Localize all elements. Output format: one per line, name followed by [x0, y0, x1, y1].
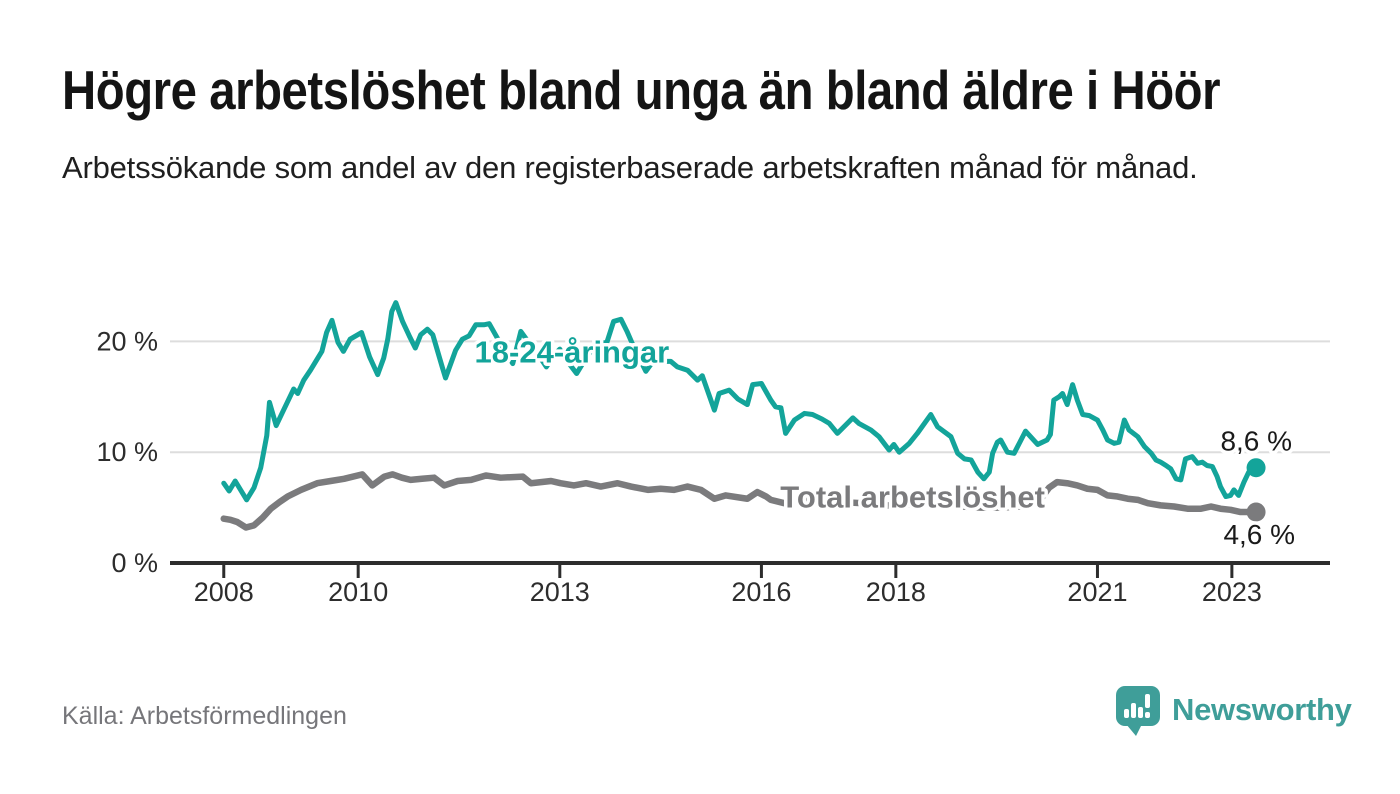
x-tick-label: 2023 — [1202, 577, 1262, 607]
series-label: 18-24-åringar — [475, 334, 670, 369]
source-note: Källa: Arbetsförmedlingen — [62, 702, 347, 730]
x-tick-label: 2010 — [328, 577, 388, 607]
end-value-label: 4,6 % — [1223, 519, 1295, 550]
x-tick-label: 2013 — [530, 577, 590, 607]
newsworthy-wordmark: Newsworthy — [1172, 692, 1352, 727]
series-line-total — [220, 471, 1260, 531]
series-label: Total arbetslöshet — [780, 480, 1045, 515]
page-subtitle: Arbetssökande som andel av den registerb… — [62, 150, 1198, 185]
series-end-dot-youth — [1246, 458, 1266, 478]
series-end-dot-total — [1246, 502, 1266, 522]
newsworthy-logo: Newsworthy — [1114, 684, 1352, 736]
y-tick-label: 20 % — [96, 326, 158, 356]
y-tick-label: 10 % — [96, 437, 158, 467]
x-tick-label: 2018 — [866, 577, 926, 607]
x-tick-label: 2021 — [1067, 577, 1127, 607]
x-tick-label: 2016 — [731, 577, 791, 607]
speech-bubble-bar-chart-icon — [1116, 686, 1160, 736]
page-title: Högre arbetslöshet bland unga än bland ä… — [62, 59, 1221, 121]
series-line-youth — [221, 300, 1259, 503]
y-tick-label: 0 % — [111, 548, 158, 578]
x-tick-label: 2008 — [194, 577, 254, 607]
end-value-label: 8,6 % — [1220, 426, 1292, 457]
